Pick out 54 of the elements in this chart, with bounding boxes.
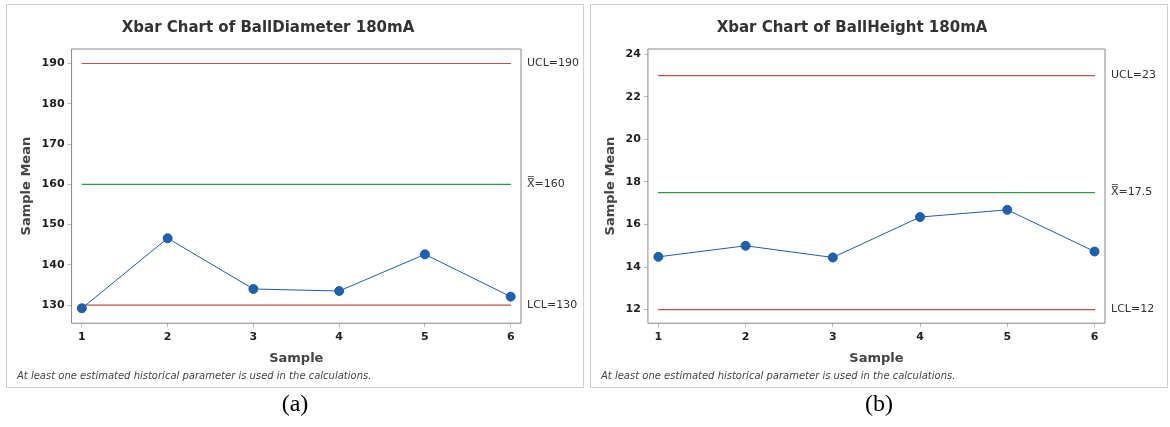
y-axis-title: Sample Mean [602, 136, 618, 236]
text: At least one estimated historical parameter is used in the calculations. [15, 370, 373, 383]
point [827, 252, 838, 263]
point [505, 291, 516, 302]
y-tick-label: 16 [625, 217, 642, 231]
y-tick-label: 140 [41, 257, 65, 271]
text: (b) [864, 390, 894, 417]
point [419, 249, 430, 260]
x-tick-label: 1 [78, 329, 86, 343]
x-tick-label: 5 [421, 329, 429, 343]
y-tick-label: 170 [41, 136, 65, 150]
x-tick-label: 2 [741, 329, 750, 343]
point [334, 285, 345, 296]
chart-title: Xbar Chart of BallHeight 180mA [716, 17, 988, 36]
point [740, 240, 751, 251]
ref-line-label: UCL=190 [527, 56, 580, 70]
ref-line-label: X̿=17.5 [1111, 184, 1153, 199]
y-tick-label: 22 [625, 89, 641, 103]
y-tick-label: 190 [41, 56, 65, 70]
x-tick-label: 3 [829, 329, 837, 343]
ref-line-label: LCL=130 [527, 297, 578, 311]
ref-line-label: LCL=12 [1111, 302, 1155, 316]
point [1089, 246, 1100, 257]
x-tick-label: 6 [506, 329, 515, 343]
point [162, 233, 173, 244]
x-axis-title: Sample [849, 349, 904, 365]
point [653, 251, 664, 262]
x-axis-title: Sample [269, 349, 324, 365]
point [248, 283, 259, 294]
point [1002, 204, 1013, 215]
y-tick-label: 14 [625, 259, 642, 273]
x-tick-label: 2 [163, 329, 172, 343]
x-tick-label: 5 [1003, 329, 1012, 343]
chart-title: Xbar Chart of BallDiameter 180mA [121, 17, 415, 36]
x-tick-label: 1 [654, 329, 663, 343]
x-tick-label: 6 [1090, 329, 1099, 343]
point [76, 303, 87, 314]
x-tick-label: 4 [335, 329, 344, 343]
y-tick-label: 24 [625, 47, 642, 61]
y-tick-label: 20 [625, 132, 642, 146]
ref-line-label: X̿=160 [527, 176, 565, 191]
y-axis-title: Sample Mean [18, 136, 34, 236]
x-tick-label: 3 [249, 329, 258, 343]
y-tick-label: 130 [41, 297, 65, 311]
y-tick-label: 180 [41, 96, 65, 110]
x-tick-label: 4 [916, 329, 925, 343]
y-tick-label: 160 [41, 177, 65, 191]
y-tick-label: 18 [625, 174, 641, 188]
y-tick-label: 12 [625, 302, 641, 316]
text: (a) [280, 390, 310, 417]
y-tick-label: 150 [41, 217, 65, 231]
ref-line-label: UCL=23 [1111, 68, 1157, 82]
point [915, 212, 926, 223]
text: At least one estimated historical parameter is used in the calculations. [599, 370, 957, 383]
